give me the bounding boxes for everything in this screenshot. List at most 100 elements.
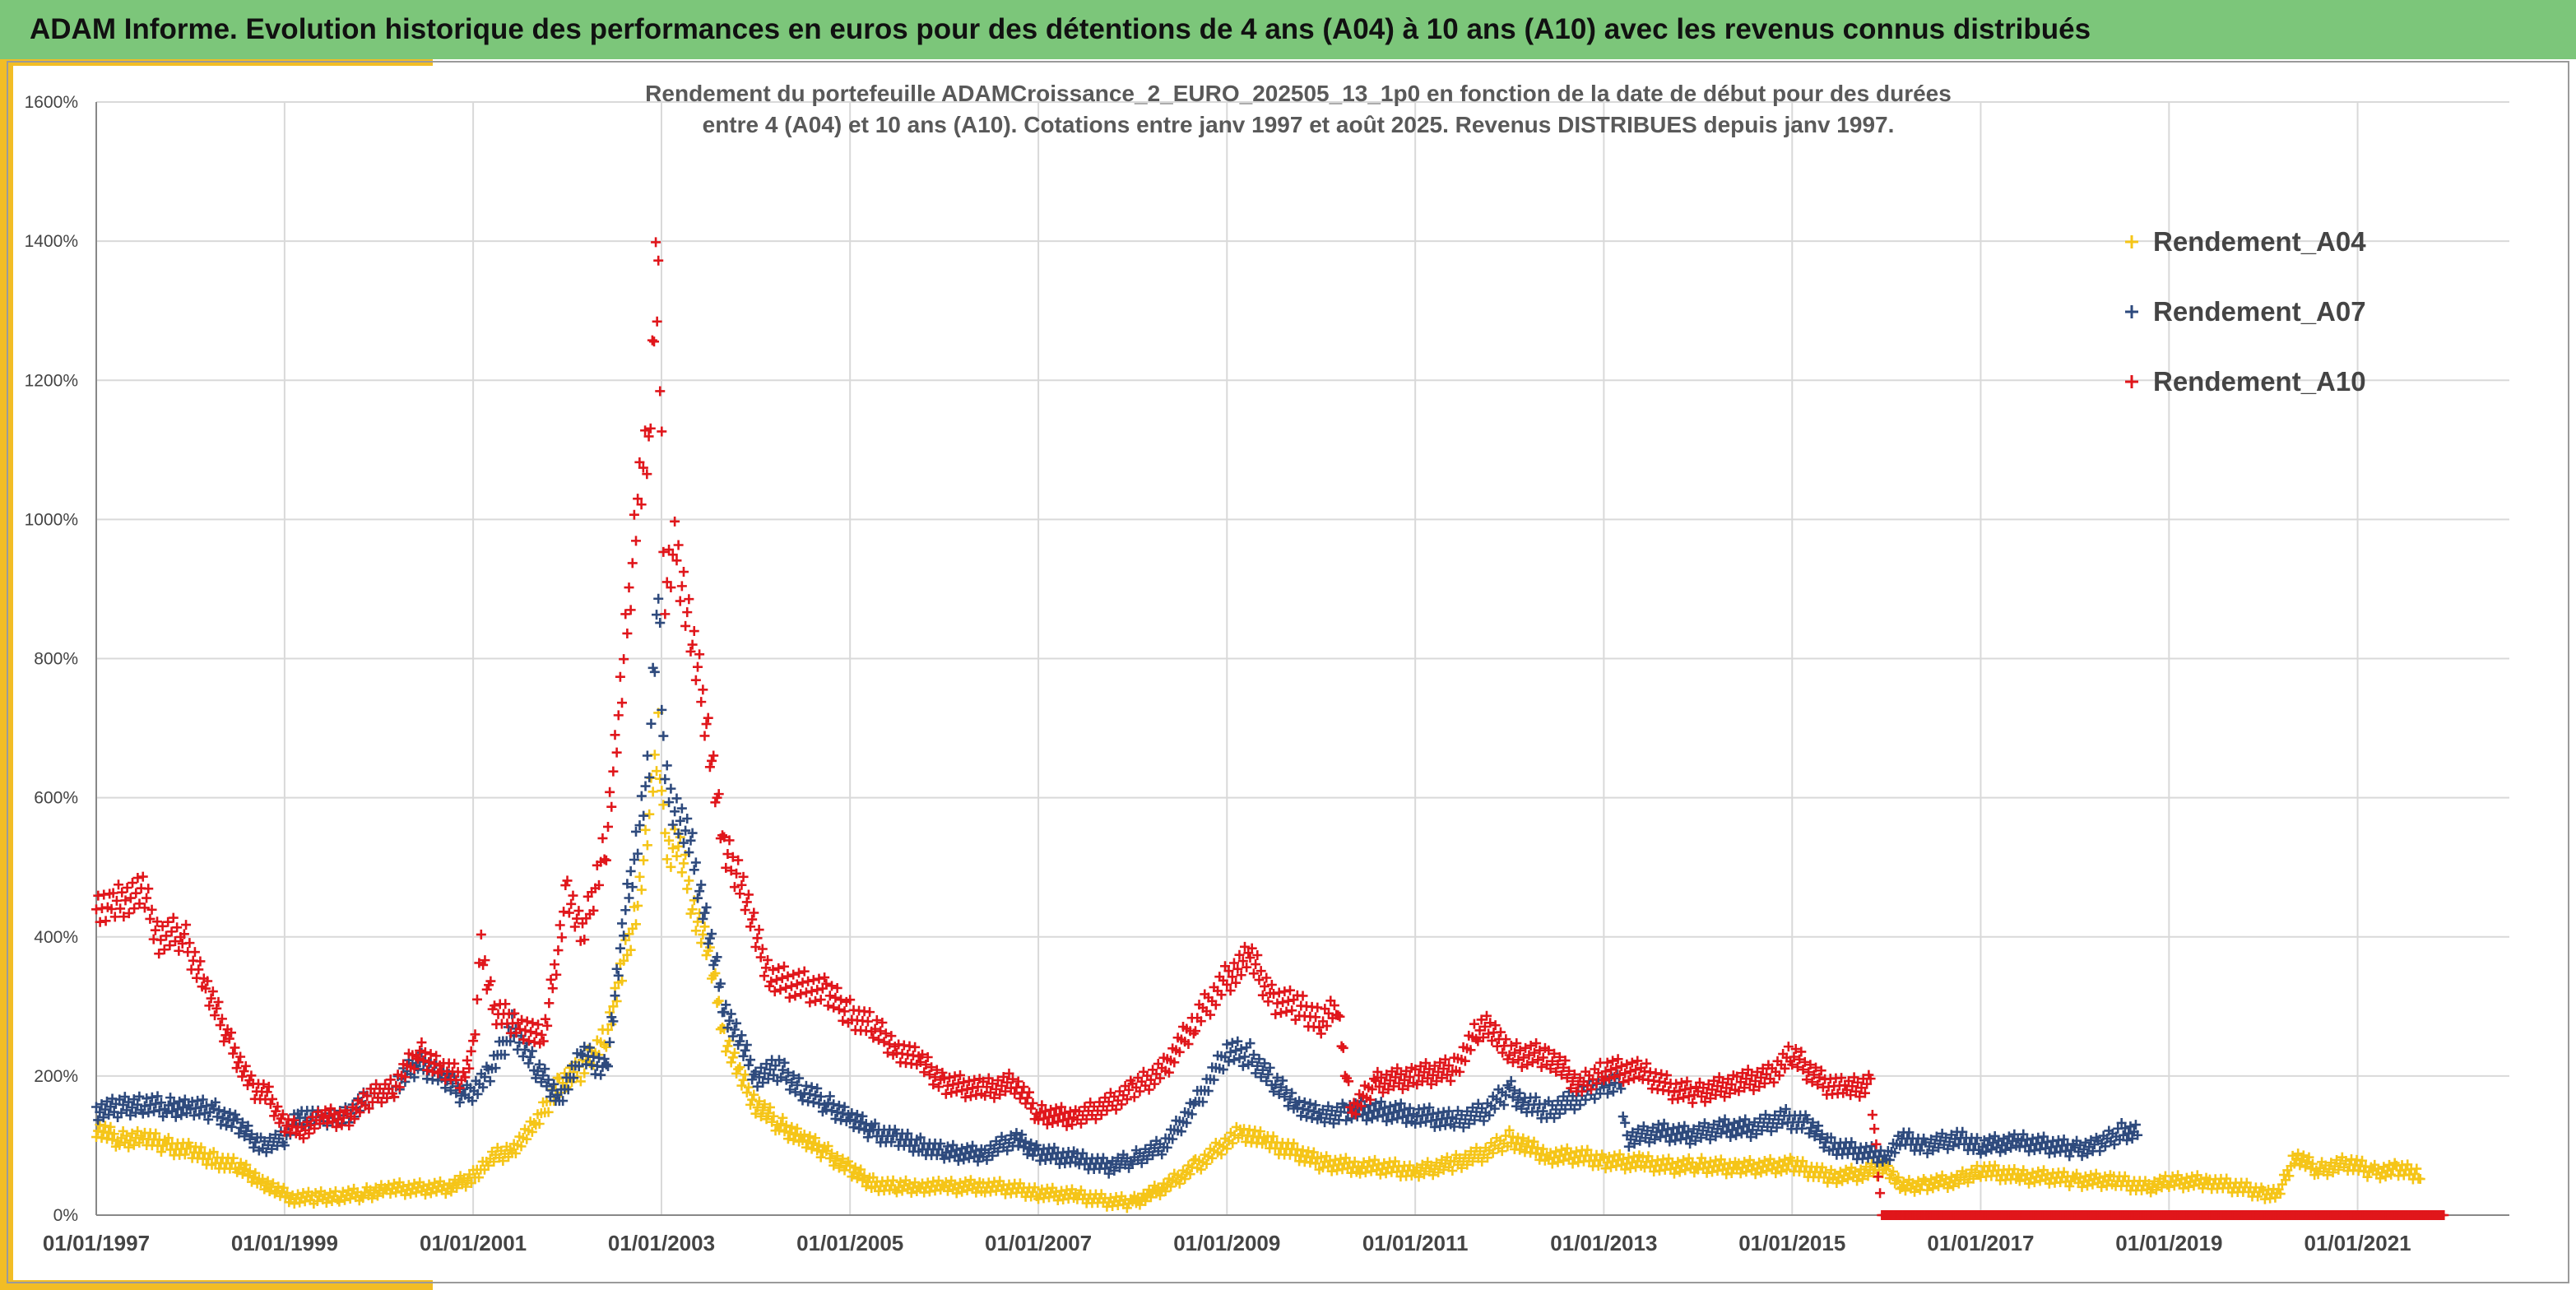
data-point bbox=[424, 1056, 434, 1067]
data-point bbox=[1399, 1104, 1410, 1115]
data-point bbox=[1102, 1105, 1112, 1116]
data-point bbox=[1582, 1144, 1593, 1155]
data-point bbox=[1664, 1136, 1675, 1147]
data-point bbox=[239, 1164, 250, 1175]
data-point bbox=[655, 618, 666, 629]
data-point bbox=[202, 976, 213, 986]
data-point bbox=[1808, 1070, 1819, 1080]
data-point bbox=[1507, 1092, 1518, 1102]
data-point bbox=[466, 1178, 476, 1189]
data-point bbox=[233, 1057, 244, 1068]
data-point bbox=[334, 1196, 345, 1207]
data-point bbox=[699, 731, 710, 741]
y-tick-label: 1000% bbox=[25, 510, 78, 529]
data-point bbox=[464, 1063, 475, 1074]
y-tick-label: 0% bbox=[53, 1206, 78, 1225]
data-point bbox=[516, 1141, 527, 1152]
data-point bbox=[1504, 1050, 1515, 1060]
data-point bbox=[773, 1055, 784, 1065]
data-point bbox=[906, 1187, 917, 1198]
data-point bbox=[882, 1047, 893, 1058]
data-point bbox=[1458, 1122, 1469, 1133]
data-point bbox=[1232, 963, 1243, 974]
data-point bbox=[411, 1051, 421, 1062]
data-point bbox=[2082, 1148, 2093, 1159]
data-point bbox=[738, 1051, 749, 1061]
data-point bbox=[752, 1081, 763, 1092]
data-point bbox=[910, 1042, 921, 1052]
data-point bbox=[1254, 1054, 1265, 1065]
data-point bbox=[206, 993, 216, 1004]
data-point bbox=[1696, 1133, 1706, 1144]
data-point bbox=[1551, 1066, 1562, 1077]
data-point bbox=[1265, 1062, 1275, 1073]
data-point bbox=[815, 995, 826, 1005]
series-Rendement_A04 bbox=[91, 708, 2425, 1213]
data-point bbox=[1423, 1073, 1433, 1084]
data-point bbox=[440, 1083, 451, 1093]
data-point bbox=[652, 610, 662, 620]
data-point bbox=[1681, 1133, 1692, 1144]
data-point bbox=[474, 1172, 485, 1183]
data-point bbox=[540, 1014, 550, 1024]
data-point bbox=[1014, 1135, 1025, 1145]
data-point bbox=[143, 884, 154, 894]
data-point bbox=[1506, 1040, 1516, 1051]
x-tick-label: 01/01/2003 bbox=[608, 1231, 715, 1255]
data-point bbox=[721, 862, 731, 873]
data-point bbox=[636, 884, 647, 895]
data-point bbox=[1922, 1185, 1933, 1195]
data-point bbox=[608, 766, 619, 777]
data-point bbox=[1742, 1126, 1752, 1137]
data-point bbox=[1873, 1172, 1883, 1182]
data-point bbox=[1479, 1021, 1490, 1032]
data-point bbox=[767, 1116, 777, 1127]
data-point bbox=[735, 889, 745, 899]
data-point bbox=[2006, 1143, 2017, 1153]
data-point bbox=[1066, 1120, 1077, 1130]
data-point bbox=[1481, 1010, 1492, 1021]
data-point bbox=[622, 628, 633, 638]
data-point bbox=[968, 1083, 978, 1093]
data-point bbox=[176, 1110, 187, 1121]
data-point bbox=[624, 582, 634, 593]
data-point bbox=[549, 1079, 559, 1089]
data-point bbox=[717, 830, 728, 841]
data-point bbox=[1734, 1116, 1745, 1126]
data-point bbox=[1183, 1039, 1194, 1050]
x-tick-label: 01/01/2009 bbox=[1173, 1231, 1280, 1255]
data-point bbox=[2178, 1183, 2188, 1194]
data-point bbox=[2127, 1133, 2137, 1144]
data-point bbox=[1498, 1100, 1509, 1111]
data-point bbox=[757, 944, 768, 954]
data-point bbox=[815, 1091, 826, 1102]
data-point bbox=[998, 1071, 1009, 1082]
data-point bbox=[481, 984, 492, 995]
data-point bbox=[1355, 1168, 1366, 1179]
data-point bbox=[1628, 1073, 1639, 1084]
data-point bbox=[684, 847, 694, 858]
data-point bbox=[1075, 1118, 1086, 1129]
data-point bbox=[707, 755, 717, 766]
data-point bbox=[114, 879, 123, 890]
data-point bbox=[1412, 1079, 1423, 1090]
data-point bbox=[644, 809, 655, 819]
data-point bbox=[1010, 1088, 1020, 1099]
data-point bbox=[777, 972, 787, 983]
data-point bbox=[1404, 1102, 1415, 1113]
chart-title-line-2: entre 4 (A04) et 10 ans (A10). Cotations… bbox=[703, 112, 1895, 137]
data-point bbox=[534, 1059, 545, 1070]
data-point bbox=[559, 907, 569, 917]
data-point bbox=[743, 1082, 754, 1093]
data-point bbox=[234, 1128, 244, 1139]
data-point bbox=[555, 920, 565, 930]
data-point bbox=[326, 1103, 337, 1114]
data-point bbox=[1381, 1070, 1392, 1080]
data-point bbox=[801, 1080, 811, 1091]
data-point bbox=[483, 1160, 494, 1171]
data-point bbox=[2000, 1144, 2011, 1155]
data-point bbox=[267, 1093, 278, 1104]
data-point bbox=[1209, 1074, 1219, 1085]
data-point bbox=[1510, 1047, 1520, 1058]
data-point bbox=[560, 880, 571, 891]
